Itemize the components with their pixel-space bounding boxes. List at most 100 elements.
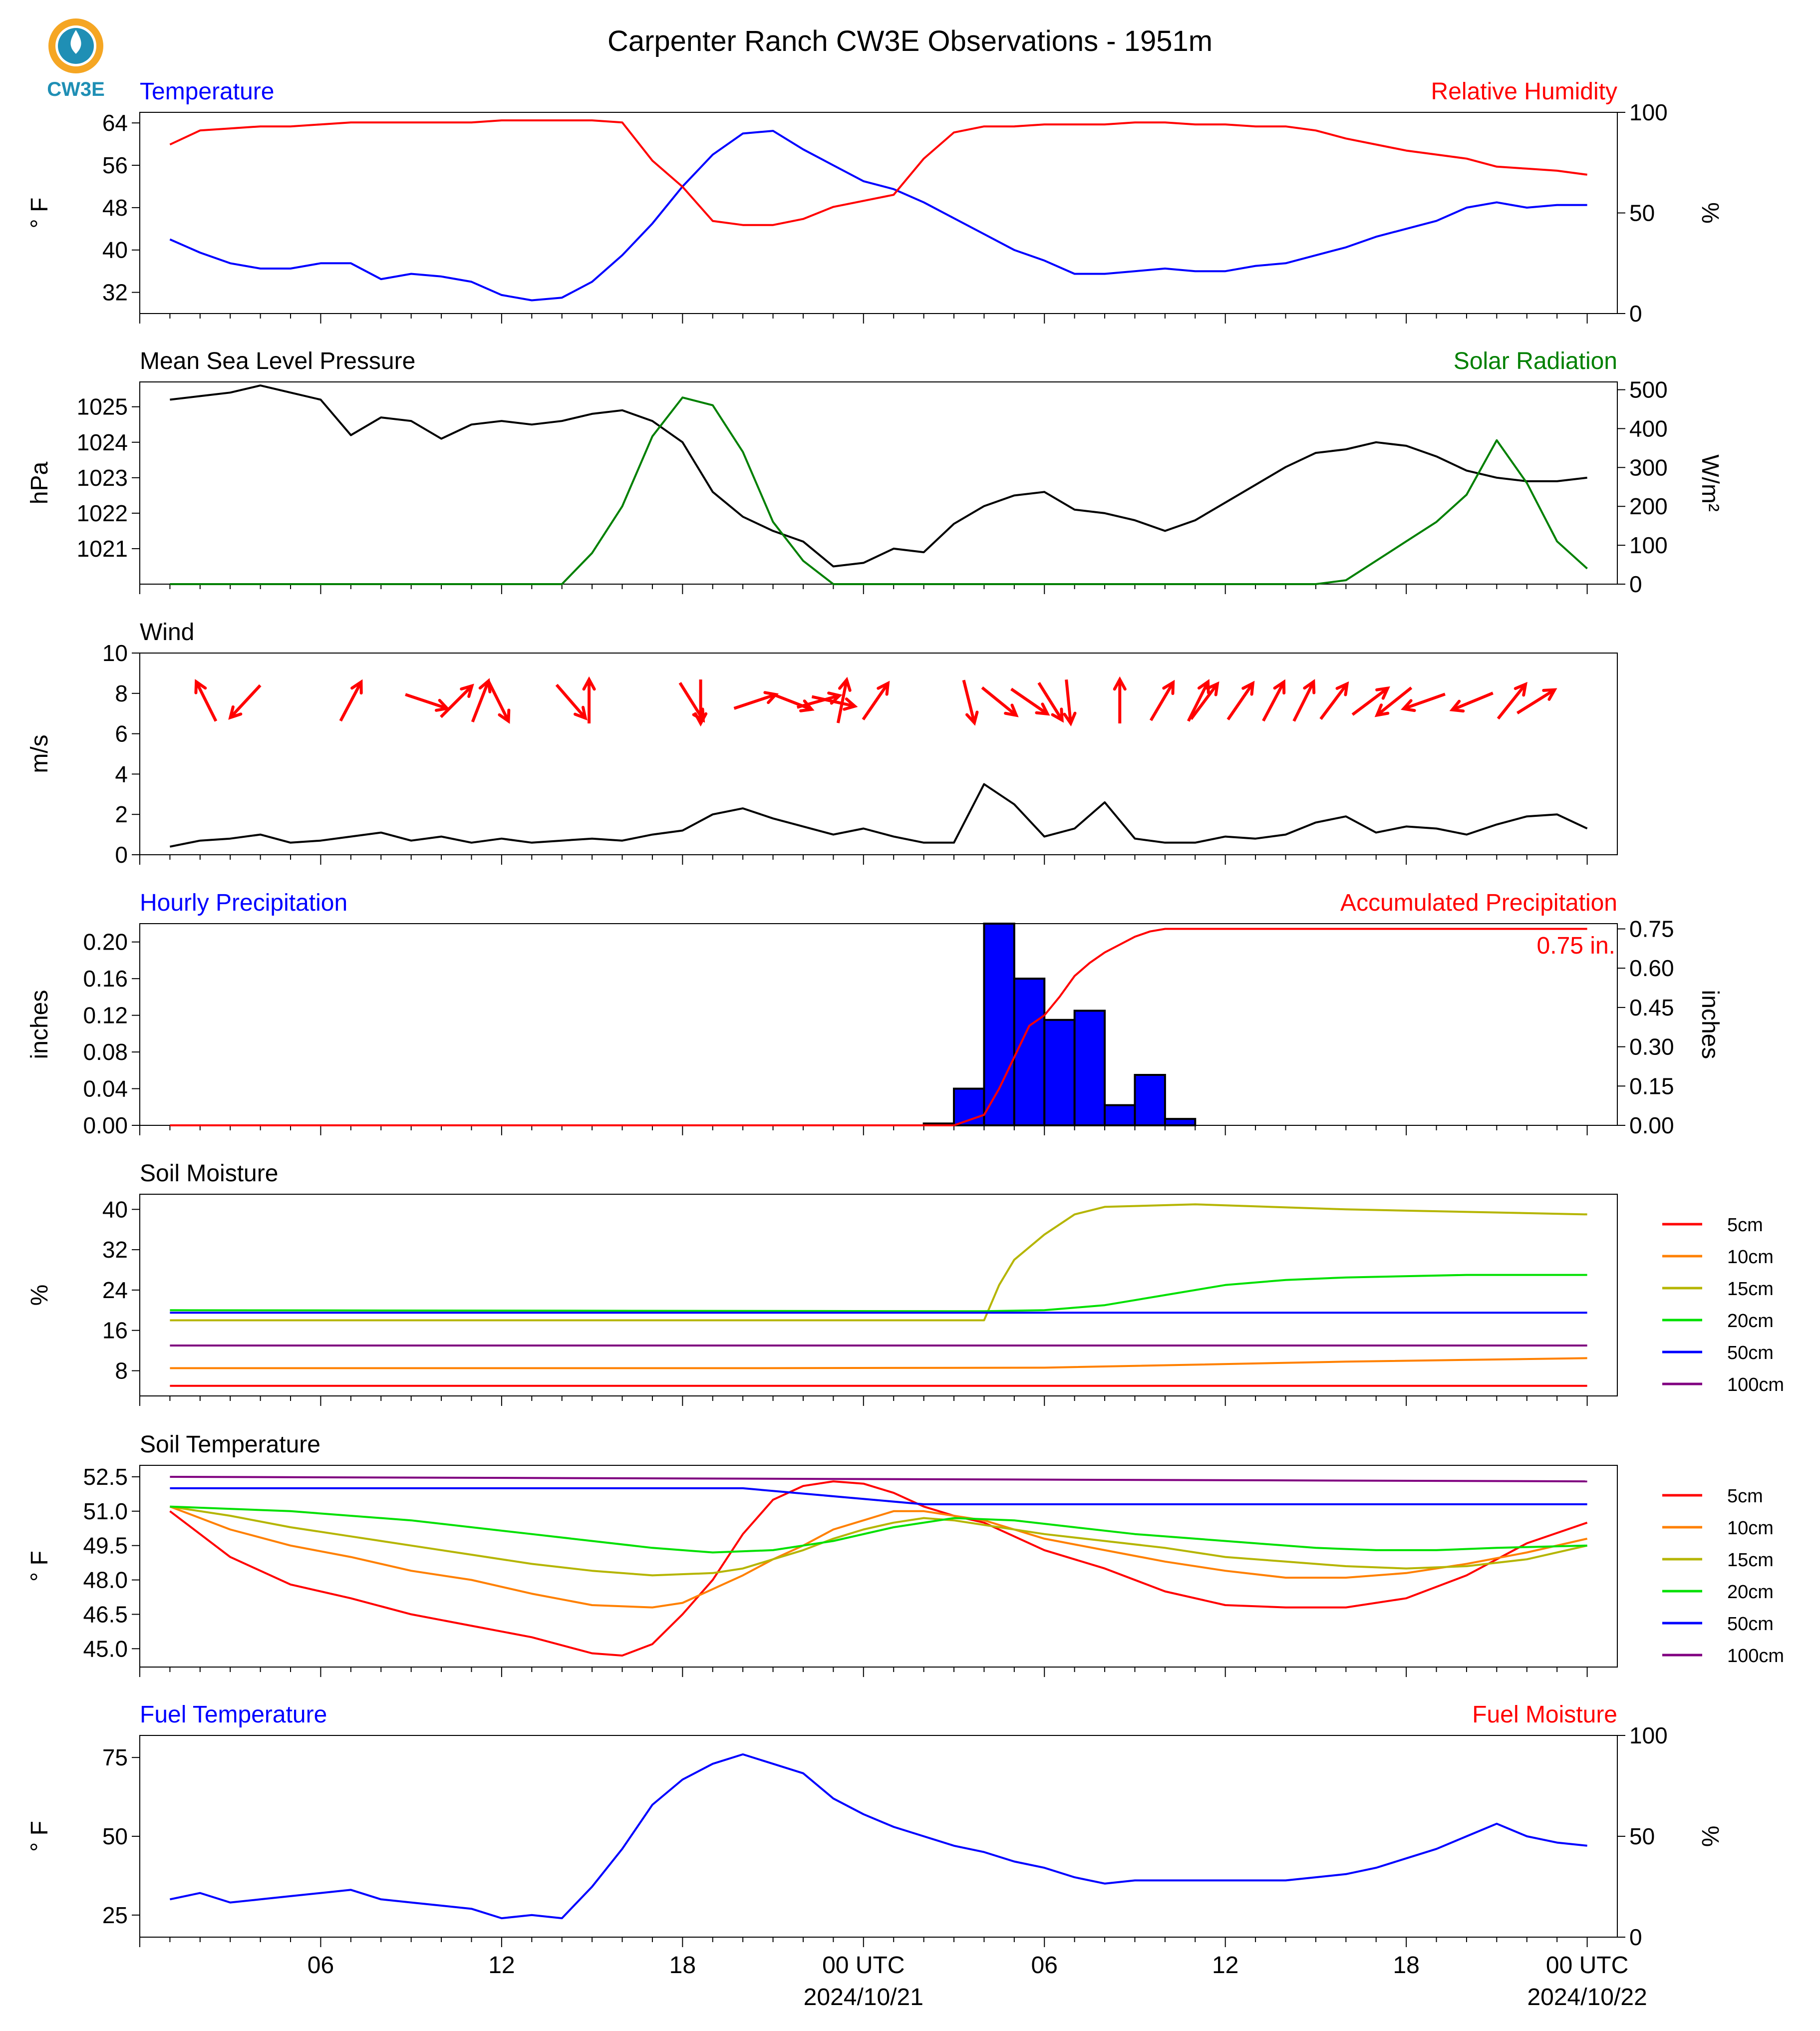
y-tick-label: 0.04	[83, 1076, 128, 1102]
wind-arrow-head	[965, 710, 979, 726]
wind-arrow	[440, 683, 474, 718]
x-tick-label: 18	[1393, 1952, 1419, 1979]
y-tick-label: 1024	[77, 429, 128, 455]
wind-arrow-head	[1241, 680, 1255, 696]
wind-arrow-shaft	[962, 679, 976, 723]
wind-arrow-shaft	[555, 683, 587, 719]
wind-arrow-head	[1162, 679, 1175, 695]
wind-arrow-shaft	[1403, 692, 1446, 710]
y-tick-label: 32	[102, 1237, 128, 1263]
wind-arrow-head	[582, 676, 596, 691]
series-line-20cm	[170, 1274, 1587, 1313]
wind-arrow-shaft	[836, 679, 849, 723]
y2-tick-label: 50	[1629, 200, 1655, 226]
y-tick-label: 8	[115, 1358, 128, 1384]
y-tick-label: 16	[102, 1318, 128, 1344]
legend-label: 20cm	[1727, 1582, 1774, 1603]
x-date-label: 2024/10/22	[1527, 1984, 1647, 2011]
y-tick-label: 1025	[77, 394, 128, 420]
wind-arrow-head	[877, 680, 890, 696]
wind-arrow-head	[1401, 699, 1416, 712]
wind-arrow-head	[694, 712, 708, 727]
y-tick-label: 40	[102, 237, 128, 263]
wind-arrow-head	[1542, 688, 1557, 701]
y-tick-label: 10	[102, 640, 128, 666]
legend-label: 15cm	[1727, 1279, 1774, 1300]
wind-arrow	[471, 678, 492, 723]
y-tick-label: 0.00	[83, 1112, 128, 1138]
y2-axis-label: W/m²	[1697, 454, 1723, 512]
panel-left-title: Soil Moisture	[140, 1160, 278, 1187]
wind-arrow-shaft	[229, 684, 262, 719]
wind-arrow	[836, 677, 852, 723]
wind-arrow-shaft	[195, 681, 218, 722]
y-tick-label: 0.20	[83, 929, 128, 955]
wind-arrow	[770, 692, 815, 712]
legend: 5cm 10cm 15cm 20cm 50cm 100cm	[1662, 1215, 1784, 1395]
wind-arrow	[1449, 691, 1494, 713]
y2-tick-label: 0	[1629, 571, 1642, 597]
y2-axis-label: %	[1697, 202, 1723, 224]
panel-soil_temp: Soil Temperature 45.0 46.5 48.0 49.5 51.0 52.5…	[26, 1431, 1784, 1677]
wind-arrow-shaft	[1262, 681, 1285, 722]
y2-tick-label: 200	[1629, 493, 1668, 519]
legend-label: 20cm	[1727, 1311, 1774, 1332]
y-tick-label: 49.5	[83, 1533, 128, 1559]
y-tick-label: 51.0	[83, 1498, 128, 1524]
page-title: Carpenter Ranch CW3E Observations - 1951…	[607, 25, 1213, 57]
y-tick-label: 0	[115, 842, 128, 868]
wind-arrow	[405, 693, 450, 712]
wind-arrow-shaft	[1376, 686, 1413, 716]
wind-arrow-head	[460, 683, 474, 698]
wind-arrow	[487, 681, 511, 724]
legend-label: 5cm	[1727, 1486, 1763, 1507]
wind-arrow-shaft	[862, 682, 890, 720]
y2-tick-label: 300	[1629, 454, 1668, 480]
series-line-0	[169, 1753, 1587, 1920]
wind-arrow	[733, 691, 779, 710]
legend-label: 5cm	[1727, 1215, 1763, 1236]
y2-tick-label: 100	[1629, 99, 1668, 125]
y-axis-label: inches	[26, 990, 53, 1059]
y-tick-label: 48.0	[83, 1567, 128, 1593]
wind-arrow-head	[1051, 707, 1064, 723]
wind-arrow-shaft	[770, 692, 812, 711]
series-line-0	[170, 384, 1587, 568]
series-line-10cm	[170, 1357, 1587, 1369]
panel-fuel: Fuel Temperature Fuel Moisture 25 50 75 ° F 0 5…	[26, 1701, 1723, 1950]
wind-arrow-shaft	[1037, 682, 1064, 721]
x-tick-label: 18	[669, 1952, 696, 1979]
precip-bar	[983, 923, 1015, 1126]
y2-tick-label: 0.45	[1629, 995, 1674, 1020]
series-line-1	[170, 396, 1588, 585]
wind-arrow-head	[1375, 686, 1390, 700]
y-tick-label: 6	[115, 721, 128, 747]
y2-tick-label: 0.75	[1629, 916, 1674, 942]
wind-arrow	[1113, 676, 1127, 723]
wind-arrow-head	[1113, 676, 1127, 691]
wind-arrow	[1374, 686, 1413, 717]
y-tick-label: 40	[102, 1196, 128, 1222]
series-line-5cm	[169, 1480, 1588, 1657]
wind-arrow-head	[574, 705, 588, 720]
accum-annotation: 0.75 in.	[1537, 933, 1615, 959]
y-tick-label: 8	[115, 680, 128, 706]
wind-arrow	[694, 679, 708, 727]
y-tick-label: 4	[115, 761, 128, 787]
plot-frame	[139, 923, 1618, 1126]
wind-arrow-shaft	[1010, 687, 1048, 715]
y-axis-label: ° F	[26, 1821, 53, 1852]
y-tick-label: 64	[102, 110, 128, 136]
wind-arrow-shaft	[981, 686, 1017, 717]
series-line-15cm	[170, 1203, 1587, 1322]
y2-tick-label: 50	[1629, 1823, 1655, 1849]
wind-arrow	[1497, 681, 1527, 720]
wind-arrow-head	[478, 678, 492, 693]
precip-bar	[1104, 1104, 1136, 1127]
legend-label: 50cm	[1727, 1614, 1774, 1635]
panel-left-title: Fuel Temperature	[140, 1701, 327, 1728]
y-tick-label: 52.5	[83, 1464, 128, 1490]
plot-frame	[139, 1465, 1618, 1668]
logo-text: CW3E	[47, 78, 105, 100]
